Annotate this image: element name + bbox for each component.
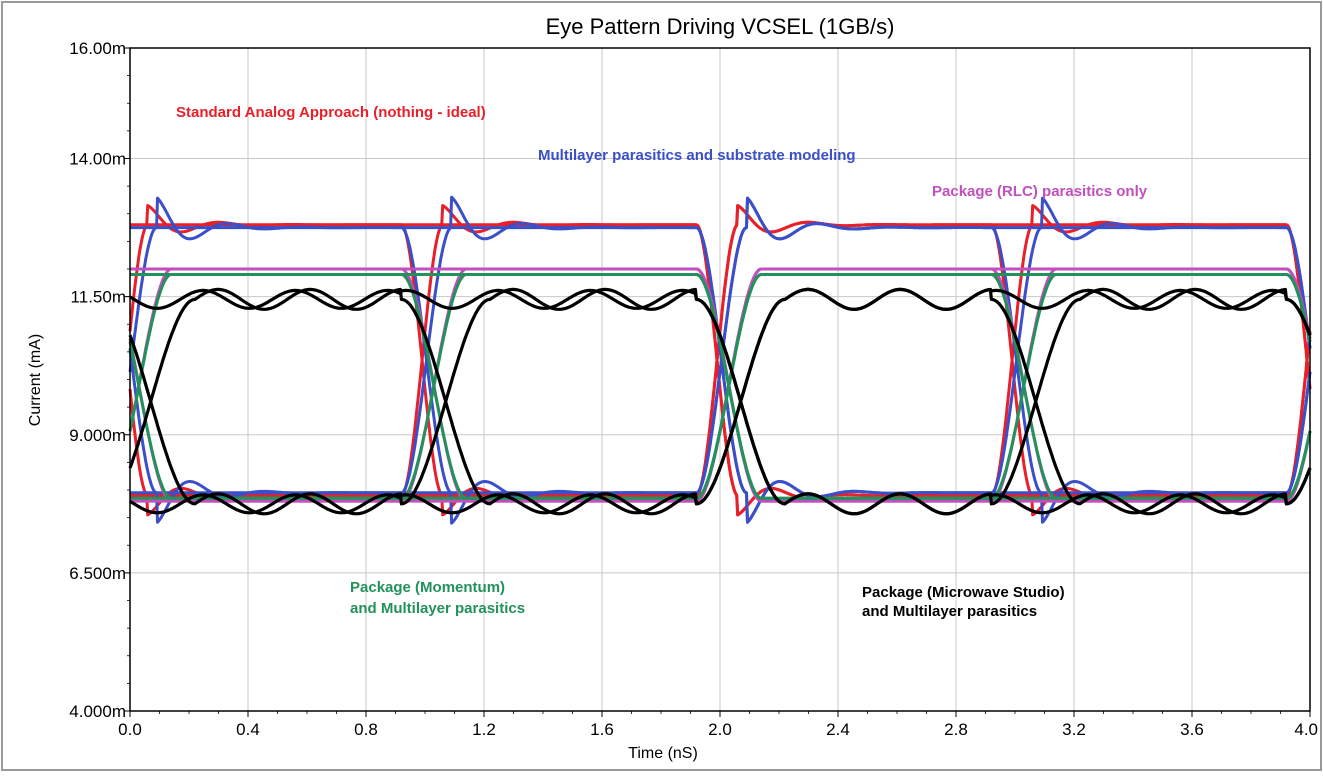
x-tick-label: 4.0	[1294, 720, 1318, 739]
chart-title: Eye Pattern Driving VCSEL (1GB/s)	[546, 14, 895, 39]
series-line	[129, 287, 1312, 515]
annotation-microwave-line2: and Multilayer parasitics	[862, 603, 1037, 620]
y-tick-label: 4.000m	[69, 702, 126, 721]
x-tick-label: 0.8	[354, 720, 378, 739]
x-tick-label: 3.2	[1062, 720, 1086, 739]
y-tick-label: 16.00m	[69, 39, 126, 58]
x-tick-label: 0.4	[236, 720, 260, 739]
y-tick-label: 6.500m	[69, 564, 126, 583]
x-tick-label: 2.8	[944, 720, 968, 739]
y-tick-label: 11.50m	[71, 288, 126, 307]
x-tick-label: 1.6	[590, 720, 614, 739]
y-tick-label: 14.00m	[69, 150, 126, 169]
series-line	[129, 273, 1312, 500]
y-axis-ticks: 4.000m 6.500m 9.000m 11.50m 14.00m 16.00m	[69, 39, 130, 721]
annotation-microwave-line1: Package (Microwave Studio)	[862, 584, 1065, 601]
annotation-momentum-line1: Package (Momentum)	[350, 579, 505, 596]
x-tick-label: 0.0	[118, 720, 142, 739]
x-tick-label: 3.6	[1180, 720, 1204, 739]
x-tick-label: 2.0	[708, 720, 732, 739]
annotation-momentum-line2: and Multilayer parasitics	[350, 600, 525, 617]
plot-lines	[128, 195, 1312, 525]
annotation-ideal: Standard Analog Approach (nothing - idea…	[176, 104, 486, 121]
y-axis-label: Current (mA)	[27, 334, 44, 426]
x-axis-ticks: 0.0 0.4 0.8 1.2 1.6 2.0 2.4 2.8 3.2 3.6 4.0	[118, 711, 1318, 739]
series-4	[128, 287, 1312, 516]
x-axis-label: Time (nS)	[628, 745, 698, 762]
annotation-rlc: Package (RLC) parasitics only	[932, 183, 1148, 200]
x-tick-label: 2.4	[826, 720, 850, 739]
y-tick-label: 9.000m	[69, 426, 126, 445]
annotation-multilayer-substrate: Multilayer parasitics and substrate mode…	[538, 147, 856, 164]
series-line	[129, 288, 1312, 516]
x-tick-label: 1.2	[472, 720, 496, 739]
series-line	[129, 196, 1312, 495]
